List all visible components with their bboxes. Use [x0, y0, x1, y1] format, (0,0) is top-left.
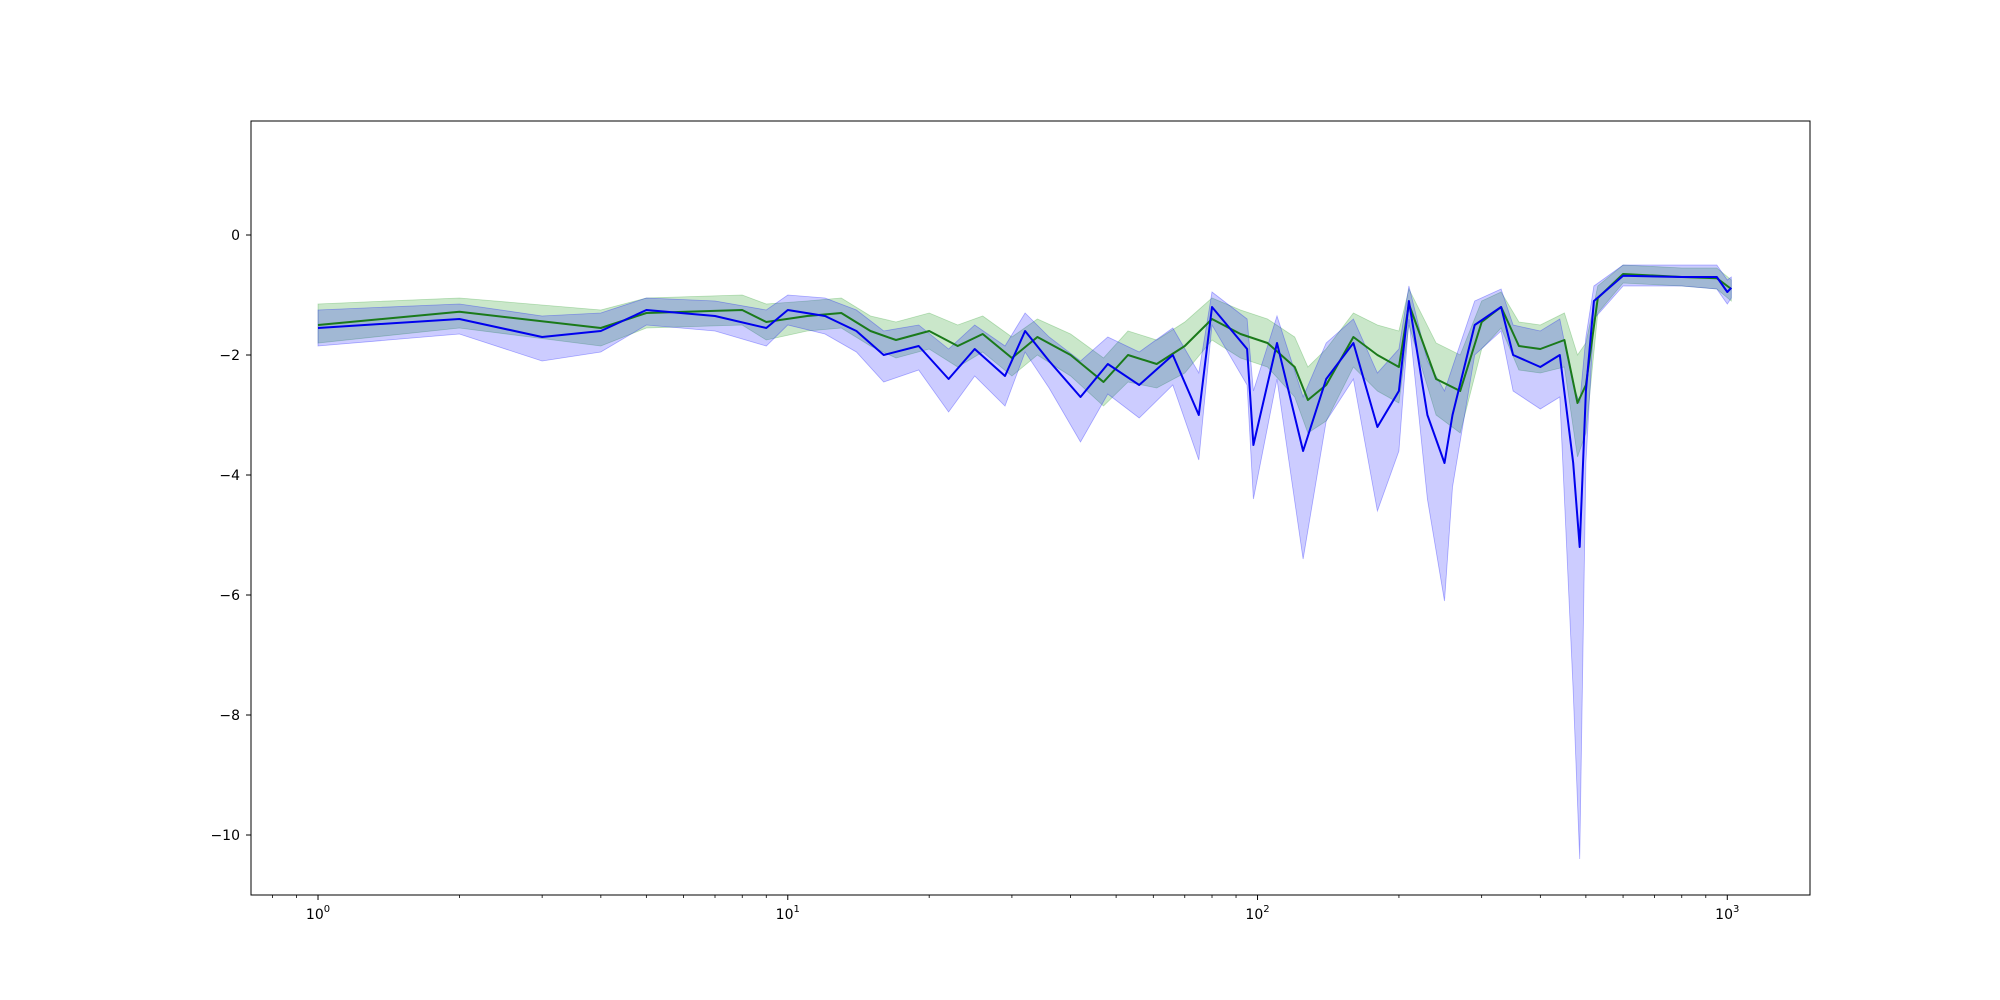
y-tick-label: −8: [219, 708, 240, 724]
x-tick-label: 103: [1715, 904, 1739, 923]
y-tick-label: −4: [219, 468, 240, 484]
x-tick-label: 102: [1245, 904, 1269, 923]
y-tick-label: −2: [219, 348, 240, 364]
plot-frame: [250, 120, 1811, 896]
y-tick-label: −6: [219, 588, 240, 604]
y-tick-label: 0: [231, 228, 240, 244]
x-tick-label: 100: [306, 904, 330, 923]
series-1-line: [317, 273, 1732, 404]
series-2-band: [317, 264, 1732, 860]
x-tick-label: 101: [776, 904, 800, 923]
series-2-line: [317, 274, 1733, 548]
y-tick-label: −10: [210, 828, 240, 844]
